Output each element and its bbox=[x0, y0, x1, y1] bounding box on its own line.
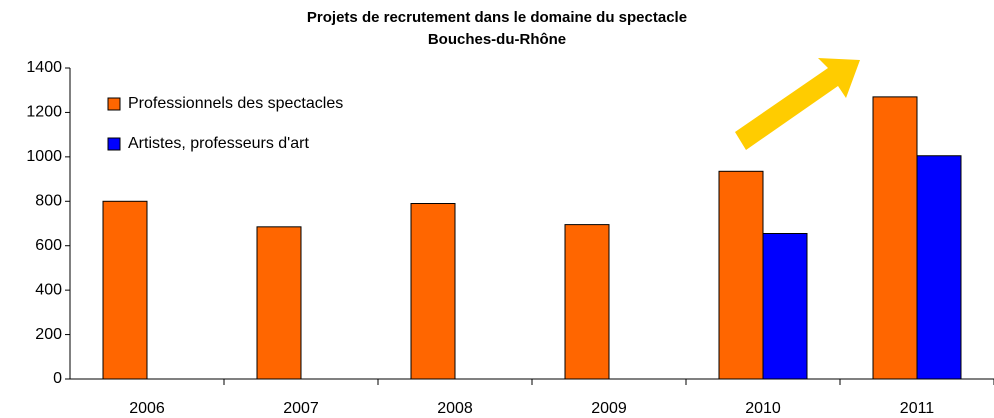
y-tick-label: 1000 bbox=[26, 148, 62, 165]
chart-subtitle: Bouches-du-Rhône bbox=[428, 31, 566, 48]
bar bbox=[872, 96, 918, 380]
bar bbox=[256, 226, 302, 380]
legend-swatch bbox=[107, 97, 121, 111]
bar bbox=[762, 232, 808, 380]
y-tick-label: 800 bbox=[35, 193, 62, 210]
chart-title: Projets de recrutement dans le domaine d… bbox=[307, 9, 687, 26]
y-tick-label: 600 bbox=[35, 237, 62, 254]
x-tick-label: 2011 bbox=[900, 400, 935, 417]
bar bbox=[718, 170, 764, 380]
bar bbox=[564, 224, 610, 380]
x-tick-label: 2010 bbox=[745, 400, 781, 417]
y-tick-label: 1400 bbox=[26, 59, 62, 76]
x-tick-label: 2008 bbox=[437, 400, 473, 417]
y-tick-label: 200 bbox=[35, 326, 62, 343]
x-tick-label: 2006 bbox=[129, 400, 165, 417]
x-tick-label: 2009 bbox=[591, 400, 627, 417]
legend-label: Professionnels des spectacles bbox=[128, 95, 343, 112]
y-tick-label: 1200 bbox=[26, 104, 62, 121]
trend-arrow bbox=[735, 58, 860, 150]
legend-label: Artistes, professeurs d'art bbox=[128, 135, 309, 152]
bar bbox=[916, 155, 962, 380]
y-tick-label: 400 bbox=[35, 281, 62, 298]
y-tick-label: 0 bbox=[53, 370, 62, 387]
x-tick-label: 2007 bbox=[283, 400, 319, 417]
bar bbox=[410, 203, 456, 380]
bar bbox=[102, 200, 148, 380]
legend-swatch bbox=[107, 137, 121, 151]
